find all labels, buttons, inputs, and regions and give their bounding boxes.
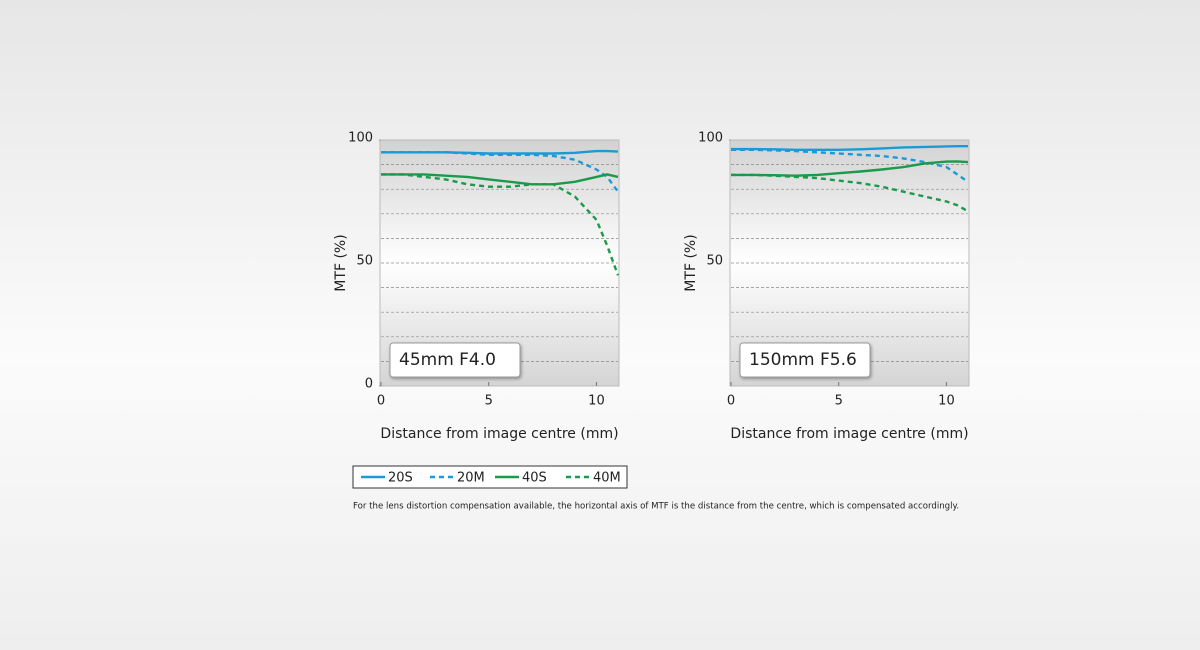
y-axis-label: MTF (%) xyxy=(683,234,699,291)
lens-label-text: 150mm F5.6 xyxy=(749,350,857,370)
x-axis-label: Distance from image centre (mm) xyxy=(730,426,968,442)
lens-label xyxy=(739,342,871,378)
x-tick-label: 0 xyxy=(377,394,385,409)
x-tick-label: 5 xyxy=(835,394,843,409)
legend-label: 40M xyxy=(593,471,621,486)
legend-label: 40S xyxy=(522,471,547,486)
y-tick-label: 100 xyxy=(348,131,373,146)
y-tick-label: 50 xyxy=(356,254,373,269)
y-tick-label: 100 xyxy=(698,131,723,146)
x-tick-label: 10 xyxy=(938,394,955,409)
series-line xyxy=(381,149,619,155)
legend-box xyxy=(352,465,628,489)
x-tick-label: 10 xyxy=(588,394,605,409)
footnote: For the lens distortion compensation ava… xyxy=(353,502,959,512)
lens-label xyxy=(389,342,521,378)
series-line xyxy=(731,160,969,177)
x-tick-label: 0 xyxy=(727,394,735,409)
lens-label-box xyxy=(389,342,521,378)
series-line xyxy=(731,173,969,213)
legend-label: 20S xyxy=(388,471,413,486)
series-line xyxy=(381,173,619,186)
lens-label-box xyxy=(739,342,871,378)
lens-label-text: 45mm F4.0 xyxy=(399,350,496,370)
legend-label: 20M xyxy=(457,471,485,486)
series-line xyxy=(731,148,969,183)
x-axis-label: Distance from image centre (mm) xyxy=(380,426,618,442)
y-axis-label: MTF (%) xyxy=(333,234,349,291)
series-line xyxy=(381,173,620,276)
y-tick-label: 0 xyxy=(365,377,373,392)
y-tick-label: 50 xyxy=(706,254,723,269)
series-line xyxy=(731,145,968,151)
x-tick-label: 5 xyxy=(485,394,493,409)
series-line xyxy=(381,151,619,193)
